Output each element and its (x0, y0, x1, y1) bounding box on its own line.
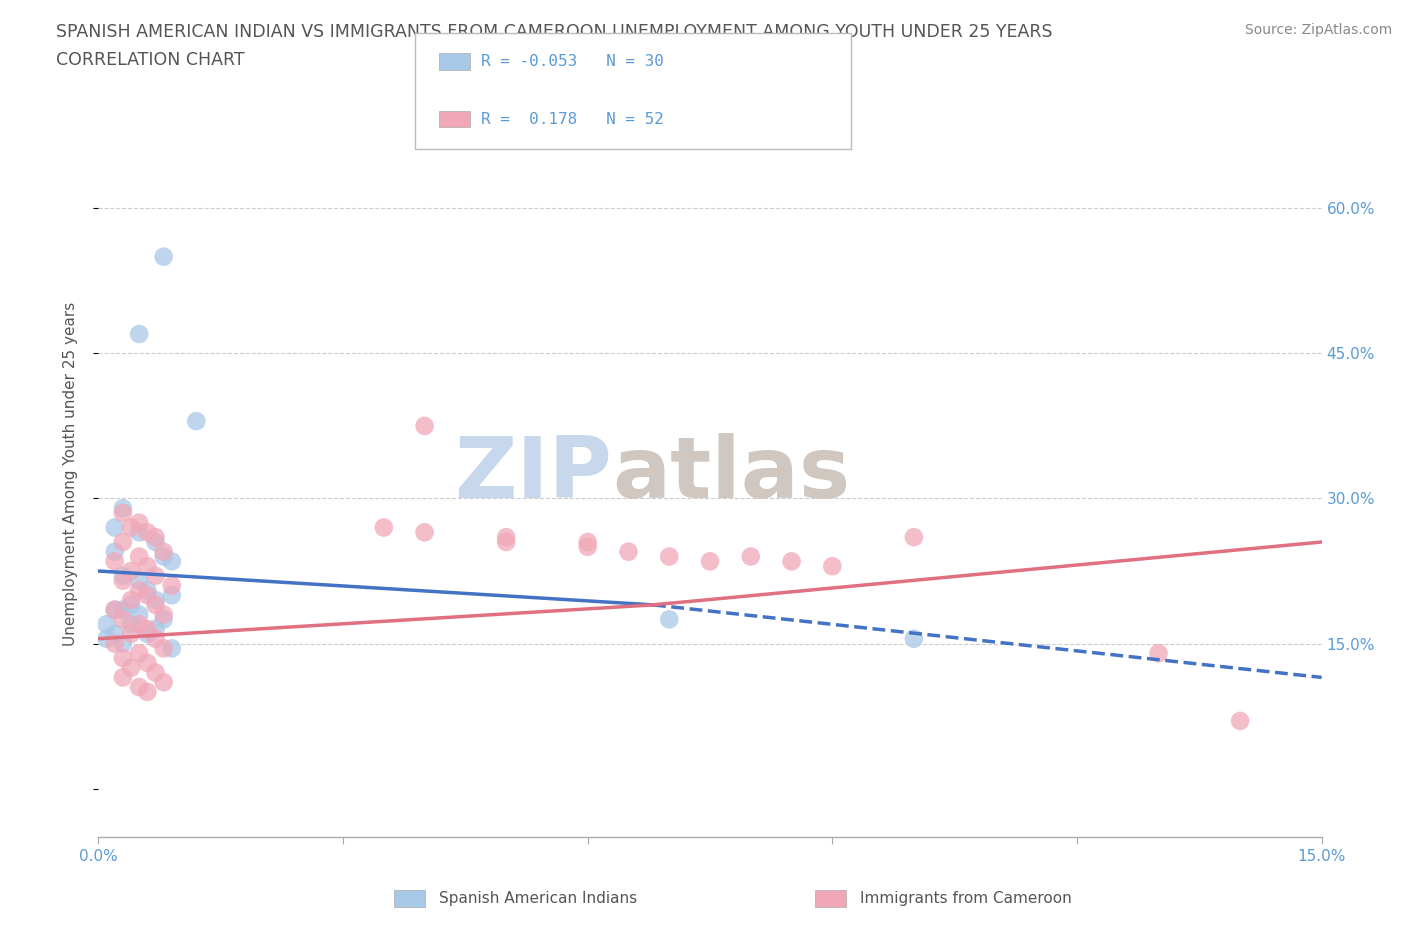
Point (152, 612, 174, 627)
Point (136, 525, 159, 539)
Point (104, 603, 127, 618)
Point (903, 631, 925, 646)
Point (413, 525, 436, 539)
Point (128, 607, 150, 622)
Point (136, 559, 159, 574)
Text: atlas: atlas (612, 432, 851, 516)
Point (120, 660, 142, 675)
Point (821, 559, 844, 574)
Point (96, 617, 118, 631)
Text: CORRELATION CHART: CORRELATION CHART (56, 51, 245, 69)
Point (104, 603, 127, 618)
Point (145, 568, 167, 583)
Point (136, 684, 159, 699)
Point (152, 675, 174, 690)
Point (104, 554, 127, 569)
Point (120, 592, 142, 607)
Text: Source: ZipAtlas.com: Source: ZipAtlas.com (1244, 23, 1392, 37)
Point (136, 656, 159, 671)
Point (1147, 645, 1170, 660)
Point (145, 631, 167, 646)
Point (128, 525, 150, 539)
Point (111, 568, 134, 583)
Point (658, 549, 681, 564)
Point (145, 535, 167, 550)
Point (145, 530, 167, 545)
Point (740, 549, 762, 564)
Point (699, 554, 721, 569)
Point (136, 621, 159, 636)
Point (152, 607, 174, 622)
Point (120, 597, 142, 612)
Point (152, 549, 174, 564)
Point (120, 617, 142, 631)
Point (96, 631, 118, 646)
Y-axis label: Unemployment Among Youth under 25 years: Unemployment Among Youth under 25 years (63, 302, 77, 646)
Point (160, 554, 183, 569)
Point (111, 573, 134, 588)
Point (136, 627, 159, 642)
Point (658, 612, 681, 627)
Point (104, 520, 127, 535)
Text: R = -0.053   N = 30: R = -0.053 N = 30 (481, 54, 664, 69)
Point (136, 583, 159, 598)
Point (1229, 713, 1251, 728)
Text: ZIP: ZIP (454, 432, 612, 516)
Point (111, 636, 134, 651)
Point (128, 573, 150, 588)
Point (120, 564, 142, 578)
Point (111, 651, 134, 666)
Point (104, 636, 127, 651)
Point (495, 535, 517, 550)
Point (617, 544, 640, 559)
Point (111, 612, 134, 627)
Point (780, 554, 803, 569)
Point (160, 578, 183, 593)
Point (128, 549, 150, 564)
Point (145, 665, 167, 680)
Point (186, 414, 208, 429)
Point (128, 583, 150, 598)
Point (111, 500, 134, 515)
Point (495, 530, 517, 545)
Text: Immigrants from Cameroon: Immigrants from Cameroon (860, 891, 1073, 906)
Point (111, 535, 134, 550)
Point (128, 326, 150, 341)
Point (152, 249, 174, 264)
Point (120, 627, 142, 642)
Point (152, 641, 174, 656)
Point (111, 603, 134, 618)
Point (128, 645, 150, 660)
Point (160, 588, 183, 603)
Text: SPANISH AMERICAN INDIAN VS IMMIGRANTS FROM CAMEROON UNEMPLOYMENT AMONG YOUTH UND: SPANISH AMERICAN INDIAN VS IMMIGRANTS FR… (56, 23, 1053, 41)
Point (111, 506, 134, 521)
Point (128, 515, 150, 530)
Point (104, 544, 127, 559)
Point (145, 592, 167, 607)
Point (576, 539, 599, 554)
Point (413, 418, 436, 433)
Text: Spanish American Indians: Spanish American Indians (439, 891, 637, 906)
Point (903, 530, 925, 545)
Point (152, 544, 174, 559)
Point (145, 621, 167, 636)
Point (160, 641, 183, 656)
Point (145, 597, 167, 612)
Point (120, 520, 142, 535)
Point (111, 670, 134, 684)
Point (104, 627, 127, 642)
Point (128, 680, 150, 695)
Point (576, 535, 599, 550)
Point (373, 520, 395, 535)
Point (128, 617, 150, 631)
Text: R =  0.178   N = 52: R = 0.178 N = 52 (481, 112, 664, 126)
Point (136, 588, 159, 603)
